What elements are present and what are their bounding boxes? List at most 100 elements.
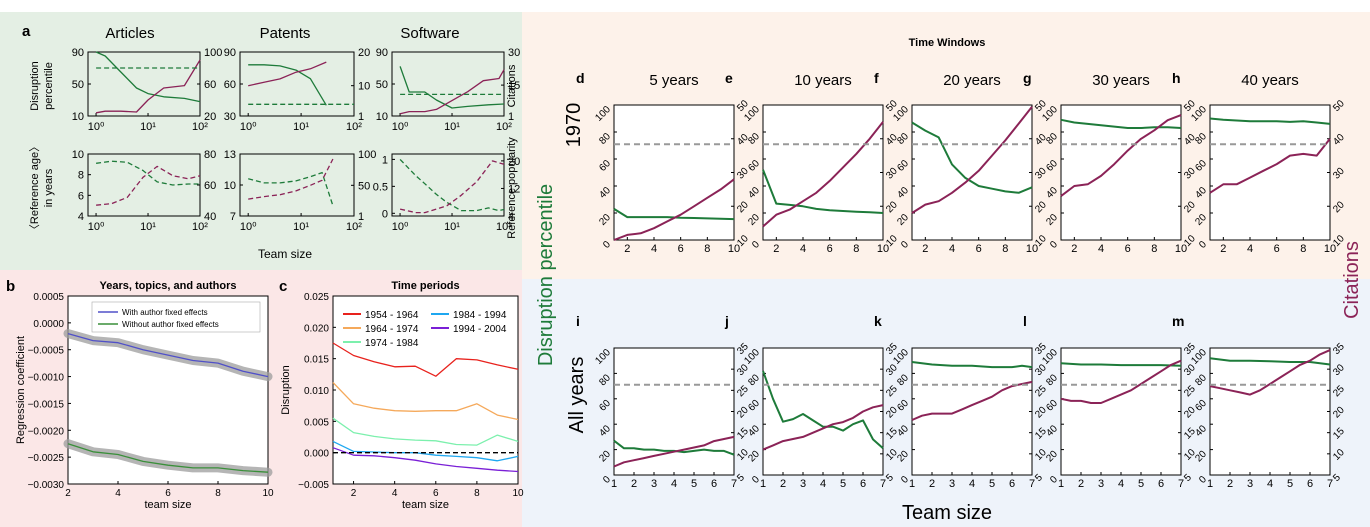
xtick-label-a5: 10¹ <box>293 221 309 233</box>
ytick-label-a6: 0 <box>382 208 388 220</box>
ytick-label-c: 0.005 <box>304 417 329 428</box>
panel-label-g: g <box>1023 70 1032 86</box>
ytick-label-c: 0.015 <box>304 355 329 366</box>
series-line-c-1 <box>332 382 519 421</box>
xtick-label-h: 8 <box>1300 243 1306 255</box>
panel-a-ylabel-bottom-line1: 〈Reference age〉 <box>28 141 41 235</box>
legend-label-c: 1974 - 1984 <box>365 338 419 349</box>
ytick-label-b: 0.0000 <box>33 319 64 330</box>
series-line-l-0 <box>1060 362 1182 367</box>
panel-a-ylabel-top-right: Citations <box>506 64 518 107</box>
row-label-all-years: All years <box>566 357 588 434</box>
xtick-label-m: 4 <box>1267 478 1273 490</box>
panel-a-ylabel-top-line1: Disruption <box>29 61 41 111</box>
panel-a-background <box>0 12 522 270</box>
y2tick-label-a1: 60 <box>204 79 216 91</box>
series-line-f-0 <box>911 121 1033 194</box>
xtick-label-m: 1 <box>1207 478 1213 490</box>
series-line-m-0 <box>1209 357 1331 366</box>
panel-label-j: j <box>724 313 729 329</box>
ytick-label-a4: 6 <box>78 190 84 202</box>
xtick-label-a4: 10² <box>192 221 208 233</box>
column-title-patents: Patents <box>260 25 311 42</box>
series-line-c-3 <box>332 440 519 462</box>
legend-label-b: Without author fixed effects <box>122 320 219 329</box>
series-line-a1-0 <box>95 51 201 103</box>
xtick-label-j: 4 <box>820 478 826 490</box>
xtick-label-g: 8 <box>1151 243 1157 255</box>
xtick-label-l: 5 <box>1138 478 1144 490</box>
ytick-label-b: −0.0010 <box>28 373 65 384</box>
xtick-label-a1: 10² <box>192 121 208 133</box>
plot-frame-m <box>1209 347 1331 476</box>
xtick-label-e: 10 <box>877 243 889 255</box>
xtick-label-a5: 10² <box>346 221 362 233</box>
ytick-label-b: −0.0030 <box>28 480 65 491</box>
series-line-a5-0 <box>248 171 334 206</box>
series-line-b-1 <box>67 443 269 473</box>
xlabel-c: team size <box>402 499 449 511</box>
xtick-label-a3: 10² <box>496 121 512 133</box>
series-line-e-1 <box>762 121 884 228</box>
series-line-l-1 <box>1060 359 1182 404</box>
xtick-label-d: 2 <box>624 243 630 255</box>
ytick-label-a6: 0.5 <box>373 181 388 193</box>
time-windows-title: Time Windows <box>909 37 986 49</box>
panel-label-d: d <box>576 70 585 86</box>
panel-a-ylabel-bottom-line2: in years <box>43 168 55 207</box>
series-line-c-4 <box>332 447 519 473</box>
panel-label-l: l <box>1023 313 1027 329</box>
ytick-label-c: 0.025 <box>304 292 329 303</box>
xtick-label-d: 8 <box>704 243 710 255</box>
ytick-label-a2: 30 <box>224 111 236 123</box>
ytick-label-a1: 50 <box>72 79 84 91</box>
xtick-label-i: 6 <box>711 478 717 490</box>
ytick-label-b: −0.0025 <box>28 453 65 464</box>
xtick-label-m: 7 <box>1327 478 1333 490</box>
xtick-label-m: 6 <box>1307 478 1313 490</box>
xtick-label-j: 3 <box>800 478 806 490</box>
series-line-a4-1 <box>96 165 201 206</box>
xtick-label-i: 3 <box>651 478 657 490</box>
ytick-label-c: 0.000 <box>304 449 329 460</box>
y2tick-label-a2: 10 <box>358 81 370 93</box>
panel-title-e: 10 years <box>794 72 852 89</box>
panel-title-h: 40 years <box>1241 72 1299 89</box>
xtick-label-k: 4 <box>969 478 975 490</box>
xtick-label-k: 2 <box>929 478 935 490</box>
panel-title-b: Years, topics, and authors <box>100 280 237 292</box>
series-line-d-1 <box>613 178 735 241</box>
plot-frame-a1 <box>87 51 201 117</box>
xtick-label-b: 2 <box>65 488 71 499</box>
series-line-a4-0 <box>96 160 200 186</box>
disruption-percentile-label: Disruption percentile <box>535 184 557 366</box>
plot-frame-h <box>1209 104 1331 241</box>
legend-label-c: 1964 - 1974 <box>365 324 419 335</box>
series-line-a5-1 <box>248 158 334 200</box>
ytick-label-b: −0.0005 <box>28 346 65 357</box>
panel-label-k: k <box>874 313 882 329</box>
series-line-g-1 <box>1060 114 1182 197</box>
plot-frame-l <box>1060 347 1182 476</box>
panel-label-a: a <box>22 23 31 40</box>
xtick-label-k: 7 <box>1029 478 1035 490</box>
xtick-label-e: 2 <box>773 243 779 255</box>
series-line-f-1 <box>911 106 1033 214</box>
panel-label-e: e <box>725 70 733 86</box>
y2tick-label-a6: 4 <box>508 211 514 223</box>
ytick-label-a2: 60 <box>224 79 236 91</box>
ytick-label-c: 0.020 <box>304 323 329 334</box>
xtick-label-i: 4 <box>671 478 677 490</box>
xtick-label-l: 1 <box>1058 478 1064 490</box>
y2tick-label-a3: 30 <box>508 47 520 59</box>
legend-box-b <box>91 301 261 333</box>
xtick-label-f: 4 <box>949 243 955 255</box>
series-line-j-1 <box>762 404 884 451</box>
plot-frame-a6 <box>391 153 505 217</box>
legend-label-b: With author fixed effects <box>122 308 208 317</box>
xtick-label-e: 8 <box>853 243 859 255</box>
xtick-label-l: 4 <box>1118 478 1124 490</box>
column-title-software: Software <box>400 25 459 42</box>
series-line-e-0 <box>762 169 884 214</box>
